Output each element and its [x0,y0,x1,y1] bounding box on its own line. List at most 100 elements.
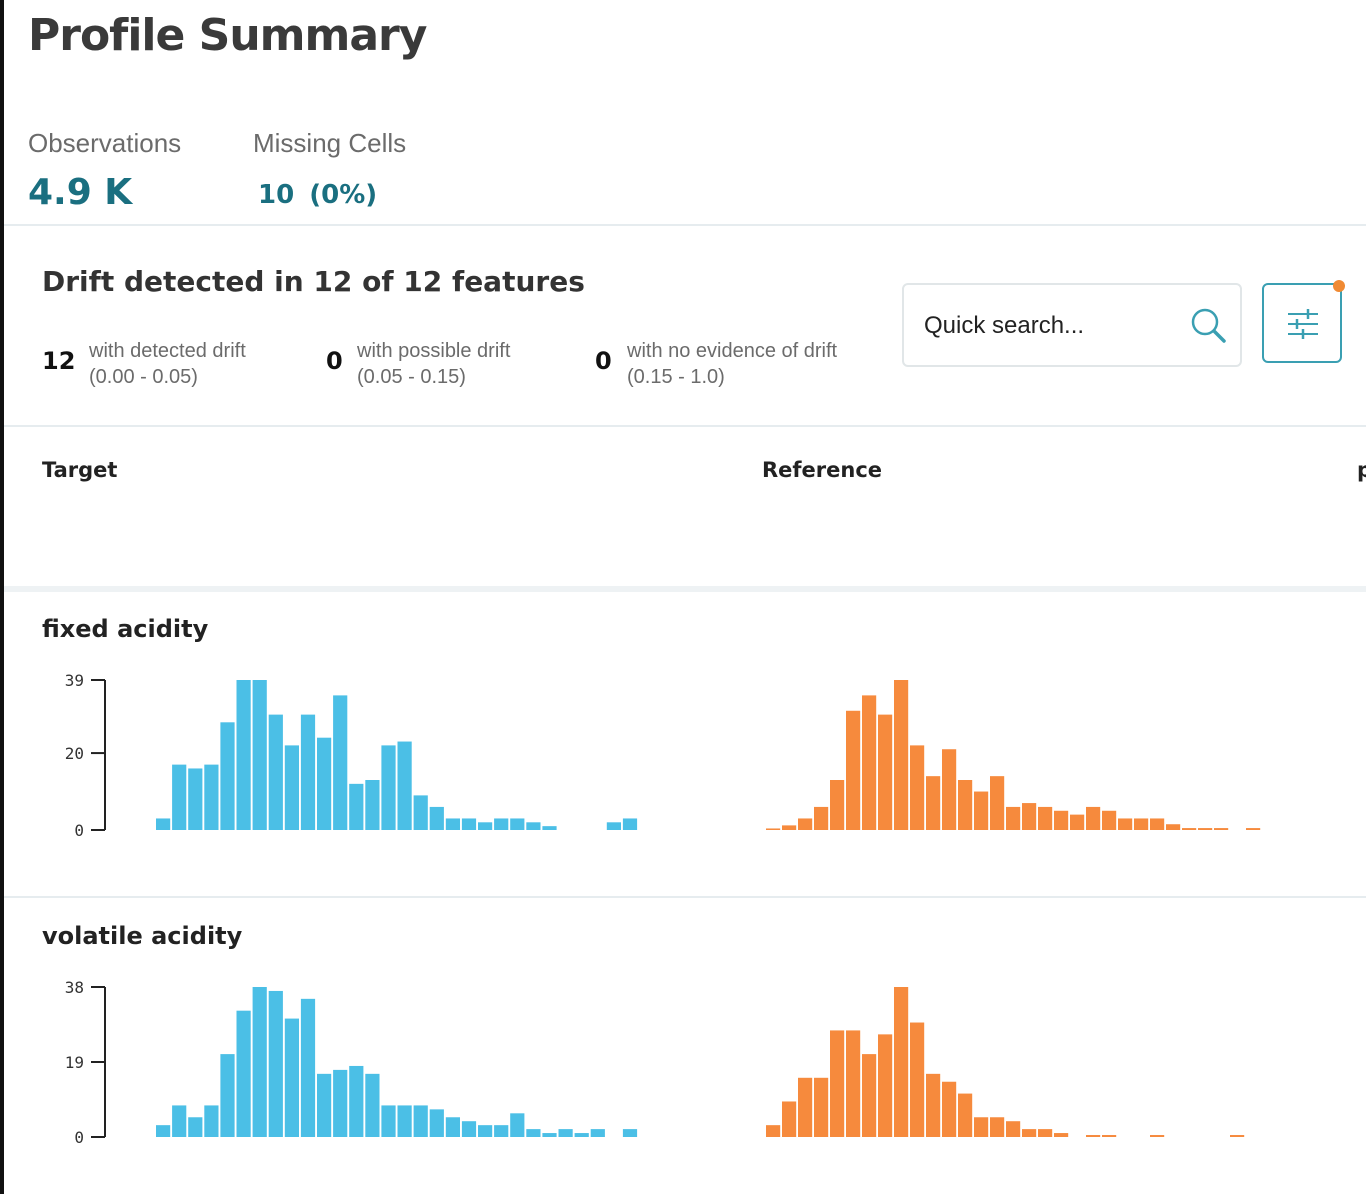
histogram-bar [365,780,380,830]
quick-search-input[interactable] [924,309,1179,343]
histogram-bar [172,1105,187,1137]
histogram-bar [1038,1129,1053,1137]
histogram-bar [1134,818,1149,830]
fixed-acidity-reference-histogram [766,680,1261,830]
feature-title-fixed-acidity: fixed acidity [42,615,209,643]
histogram-bar [268,714,283,830]
histogram-bar [1182,828,1197,830]
histogram-bar [268,990,283,1137]
histogram-bar [188,768,203,830]
histogram-bar [413,1105,428,1137]
histogram-bar [1086,806,1101,830]
histogram-bar [878,1034,893,1137]
possible-drift-label: with possible drift [357,340,511,362]
histogram-bar [1230,1135,1245,1137]
detected-drift-range: (0.00 - 0.05) [89,366,198,388]
missing-cells-count: 10 [258,180,295,210]
histogram-bar [814,806,829,830]
histogram-bar [236,1010,251,1137]
histogram-bar [574,1133,589,1137]
observations-value: 4.9 K [28,172,133,213]
histogram-bar [1038,806,1053,830]
histogram-bar [284,1018,299,1137]
histogram-bar [542,1133,557,1137]
fixed-acidity-target-histogram: 0 20 39 [65,671,638,840]
histogram-bar [413,795,428,830]
window-left-edge [0,0,4,1194]
column-header-partial: p [1357,458,1366,482]
histogram-bar [445,818,460,830]
histogram-bar [333,1069,348,1137]
histogram-bar [958,1093,973,1137]
histogram-bar [220,722,235,830]
histogram-bar [910,745,925,830]
histogram-bar [846,1030,861,1137]
histogram-bar [494,1125,509,1137]
possible-drift-description: with possible drift (0.05 - 0.15) [357,338,510,390]
histogram-bar [300,998,316,1137]
histogram-bar [942,1081,957,1137]
histogram-bar [252,680,267,830]
histogram-bar [494,818,509,830]
histogram-bar [1102,1135,1117,1137]
detected-drift-description: with detected drift (0.00 - 0.05) [89,338,246,390]
histogram-bar [365,1073,380,1137]
missing-cells-percent: (0%) [309,180,378,210]
histogram-bar [317,737,332,830]
histogram-bar [461,818,477,830]
histogram-bar [1006,806,1021,830]
filter-notification-dot [1333,280,1345,292]
histogram-bar [397,1105,412,1137]
histogram-bar [1246,828,1261,830]
histogram-bar [445,1117,460,1137]
histogram-bar [910,1022,925,1137]
header-separator [4,586,1366,592]
histogram-bar [1118,818,1133,830]
feature-divider [4,896,1366,898]
histogram-bar [381,1105,396,1137]
histogram-bar [590,1129,605,1137]
search-icon[interactable] [1188,305,1228,345]
filter-settings-button[interactable] [1262,283,1342,363]
histogram-bar [766,828,781,830]
column-header-reference: Reference [762,458,883,482]
detected-drift-label: with detected drift [89,340,246,362]
no-drift-count: 0 [595,347,612,375]
observations-label: Observations [28,128,182,158]
histogram-bar [172,764,187,830]
histogram-bar [894,680,909,830]
histogram-bar [846,710,861,830]
histogram-bar [204,1105,219,1137]
histogram-bar [1070,814,1085,830]
histogram-bar [830,780,845,830]
histogram-bar [622,818,638,830]
missing-cells-label: Missing Cells [253,128,407,158]
quick-search[interactable] [902,283,1242,367]
no-drift-description: with no evidence of drift (0.15 - 1.0) [627,338,837,390]
feature-title-volatile-acidity: volatile acidity [42,922,243,950]
histogram-bar [990,776,1005,830]
histogram-bar [958,780,973,830]
sliders-icon [1288,309,1318,339]
histogram-bar [558,1129,573,1137]
histogram-bar [782,825,797,830]
histogram-bar [798,1077,813,1137]
histogram-bar [317,1073,332,1137]
possible-drift-count: 0 [326,347,343,375]
histogram-bar [990,1117,1005,1137]
histogram-bar [156,818,171,830]
y-tick-label: 0 [74,1128,84,1147]
histogram-bar [510,1113,525,1137]
histogram-bar [429,1109,444,1137]
histogram-bar [830,1030,845,1137]
histogram-bar [814,1077,829,1137]
histogram-bar [942,749,957,830]
histogram-bar [1022,1129,1037,1137]
histogram-bar [1086,1135,1101,1137]
histogram-bar [1022,803,1037,830]
histogram-bar [397,741,412,830]
histogram-bar [766,1125,781,1137]
histogram-bar [974,1117,989,1137]
section-divider [4,224,1366,226]
page-title: Profile Summary [28,10,427,61]
